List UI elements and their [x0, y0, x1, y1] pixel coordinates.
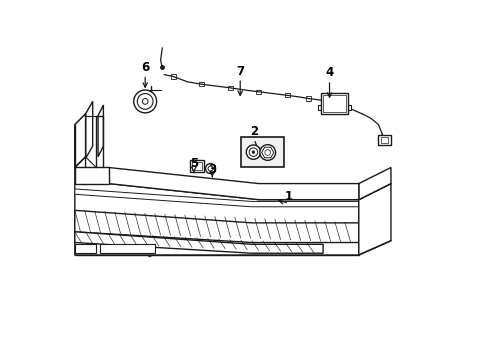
Text: 6: 6 — [141, 61, 149, 74]
Polygon shape — [347, 105, 350, 110]
Bar — [285, 93, 289, 98]
Bar — [305, 96, 311, 101]
Circle shape — [148, 253, 151, 257]
Polygon shape — [75, 189, 358, 207]
Text: 4: 4 — [325, 66, 333, 79]
Bar — [190, 160, 203, 172]
Polygon shape — [75, 232, 323, 253]
Bar — [227, 86, 232, 90]
Bar — [170, 74, 175, 78]
Circle shape — [248, 148, 257, 157]
Circle shape — [142, 99, 148, 104]
Polygon shape — [75, 184, 358, 255]
Circle shape — [264, 150, 270, 156]
Bar — [199, 82, 203, 86]
Text: 5: 5 — [189, 157, 198, 170]
Polygon shape — [98, 105, 103, 157]
Circle shape — [205, 163, 215, 174]
Bar — [256, 90, 261, 94]
Circle shape — [137, 94, 153, 109]
Bar — [327, 100, 332, 104]
Bar — [191, 162, 202, 170]
Circle shape — [246, 145, 260, 159]
Polygon shape — [75, 167, 108, 184]
Polygon shape — [318, 105, 321, 110]
Polygon shape — [75, 244, 96, 253]
Text: 7: 7 — [236, 64, 244, 77]
Text: 3: 3 — [208, 163, 216, 176]
Polygon shape — [75, 114, 85, 167]
Polygon shape — [358, 167, 390, 200]
Circle shape — [207, 166, 213, 171]
Text: 2: 2 — [249, 125, 258, 138]
Polygon shape — [100, 244, 155, 253]
Circle shape — [134, 90, 156, 113]
Polygon shape — [75, 114, 85, 184]
Polygon shape — [380, 137, 387, 143]
Circle shape — [251, 151, 254, 154]
Circle shape — [76, 150, 82, 157]
Text: 1: 1 — [285, 190, 293, 203]
Polygon shape — [378, 135, 390, 145]
Bar — [323, 95, 345, 112]
Polygon shape — [75, 210, 358, 243]
Bar — [321, 93, 347, 114]
Circle shape — [259, 145, 275, 160]
Circle shape — [75, 149, 83, 157]
Bar — [241, 137, 283, 167]
Polygon shape — [358, 184, 390, 255]
Polygon shape — [85, 102, 93, 158]
Polygon shape — [75, 173, 108, 184]
Polygon shape — [108, 167, 358, 200]
